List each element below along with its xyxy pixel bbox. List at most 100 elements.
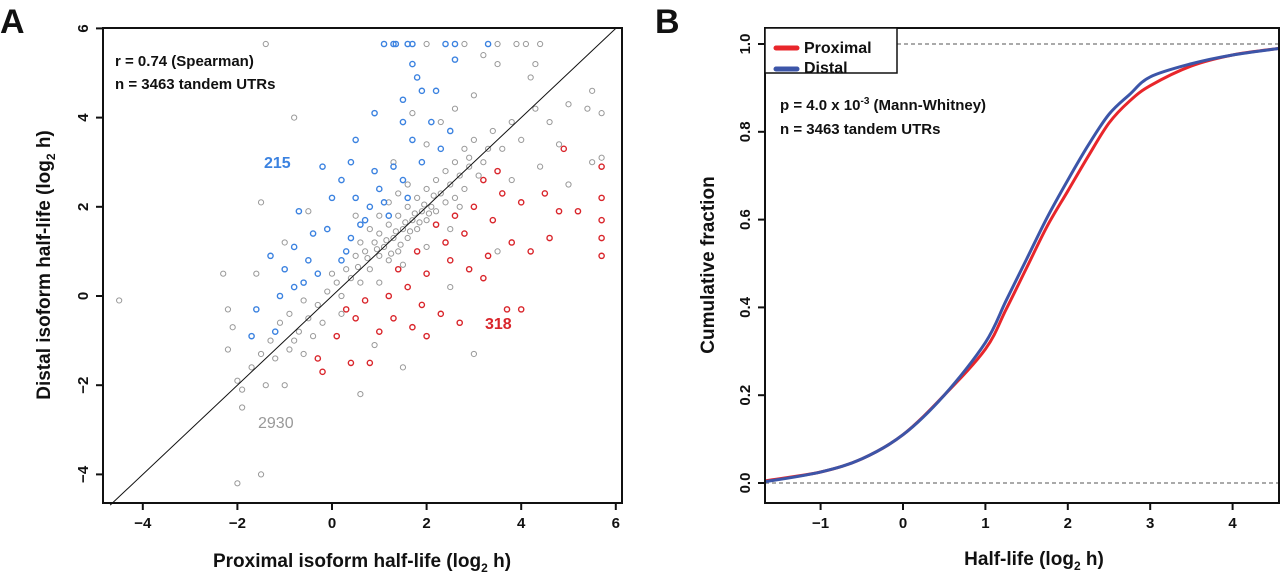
data-point-unchanged — [291, 337, 298, 344]
data-point-down — [442, 239, 449, 246]
data-point-unchanged — [432, 208, 440, 215]
data-point-unchanged — [437, 118, 444, 126]
plot-frame-b — [764, 27, 1280, 504]
data-point-unchanged — [589, 159, 596, 166]
data-point-down — [394, 265, 402, 273]
data-point-down — [503, 306, 511, 313]
data-point-down — [423, 332, 430, 340]
data-point-unchanged — [262, 40, 269, 48]
data-point-up — [342, 248, 350, 255]
data-point-unchanged — [354, 263, 362, 271]
data-point-unchanged — [494, 248, 501, 255]
data-point-unchanged — [475, 172, 482, 179]
data-point-unchanged — [565, 101, 572, 108]
data-point-unchanged — [380, 243, 388, 251]
legend-label-proximal: Proximal — [804, 40, 872, 57]
data-point-unchanged — [347, 275, 355, 282]
data-point-unchanged — [385, 257, 392, 264]
data-point-down — [555, 207, 563, 215]
data-point-unchanged — [411, 210, 418, 217]
data-point-unchanged — [399, 261, 407, 268]
data-point-up — [267, 252, 274, 260]
data-point-up — [352, 136, 359, 144]
data-point-unchanged — [409, 110, 416, 117]
cdf-line-distal — [765, 46, 1280, 484]
data-point-down — [366, 359, 374, 367]
correlation-annotation: r = 0.74 (Spearman) — [115, 53, 254, 70]
x-axis-title-a: Proximal isoform half-life (log2 h) — [213, 551, 511, 573]
data-point-up — [290, 283, 298, 291]
data-point-unchanged — [371, 239, 378, 246]
data-point-unchanged — [494, 40, 501, 48]
legend: Proximal Distal — [764, 27, 898, 77]
data-point-down — [437, 310, 445, 318]
data-point-unchanged — [451, 194, 459, 201]
data-point-unchanged — [425, 210, 433, 217]
data-point-unchanged — [338, 310, 345, 317]
data-point-unchanged — [447, 181, 454, 188]
data-point-unchanged — [423, 217, 430, 224]
data-point-unchanged — [390, 234, 397, 242]
y-axis-title-a: Distal isoform half-life (log2 h) — [34, 130, 58, 400]
data-point-unchanged — [466, 163, 473, 170]
data-point-up — [442, 40, 449, 48]
data-point-unchanged — [598, 154, 605, 161]
data-point-unchanged — [262, 382, 269, 389]
data-point-up — [300, 279, 307, 286]
data-point-unchanged — [489, 127, 496, 135]
data-point-up — [446, 127, 454, 135]
data-point-unchanged — [357, 279, 364, 286]
data-point-unchanged — [584, 105, 591, 112]
data-point-unchanged — [295, 328, 302, 335]
data-point-unchanged — [527, 74, 534, 81]
data-point-unchanged — [518, 136, 525, 143]
data-point-unchanged — [224, 306, 232, 313]
data-point-unchanged — [376, 230, 383, 237]
data-point-up — [281, 265, 289, 273]
data-point-down — [598, 194, 605, 202]
panel-label-b: B — [655, 3, 680, 41]
data-point-up — [347, 234, 355, 242]
y-tick-label: 0.6 — [737, 209, 754, 230]
scatter-points — [116, 40, 605, 487]
data-point-unchanged — [461, 145, 468, 152]
data-point-up — [338, 176, 345, 184]
data-point-unchanged — [456, 203, 463, 210]
data-point-unchanged — [537, 163, 544, 170]
data-point-unchanged — [305, 315, 312, 322]
data-point-up — [409, 60, 416, 68]
data-point-unchanged — [286, 310, 293, 317]
data-point-unchanged — [371, 341, 378, 349]
data-point-up — [380, 199, 388, 206]
data-point-down — [489, 216, 497, 224]
data-point-unchanged — [116, 297, 123, 304]
data-point-unchanged — [267, 337, 274, 344]
data-point-up — [375, 185, 383, 193]
data-point-unchanged — [300, 350, 307, 358]
data-point-down — [541, 190, 549, 197]
data-point-unchanged — [480, 159, 487, 166]
data-point-up — [418, 87, 426, 95]
count-annotation-b: n = 3463 tandem UTRs — [780, 121, 940, 138]
data-point-unchanged — [451, 105, 459, 112]
data-point-down — [404, 283, 411, 291]
data-point-unchanged — [395, 248, 402, 255]
data-point-unchanged — [522, 40, 530, 48]
data-point-unchanged — [423, 40, 430, 48]
data-point-down — [560, 145, 568, 153]
data-point-unchanged — [333, 279, 340, 286]
data-point-unchanged — [423, 243, 430, 251]
data-point-unchanged — [253, 270, 260, 277]
data-point-unchanged — [324, 288, 331, 295]
data-point-unchanged — [461, 185, 468, 193]
data-point-unchanged — [430, 192, 437, 199]
legend-label-distal: Distal — [804, 60, 848, 77]
data-point-up — [451, 40, 459, 48]
data-point-up — [418, 158, 426, 166]
data-point-unchanged — [362, 248, 369, 255]
data-point-up — [248, 332, 255, 340]
data-point-unchanged — [343, 266, 350, 273]
data-point-up — [305, 257, 312, 264]
data-point-unchanged — [442, 199, 449, 206]
